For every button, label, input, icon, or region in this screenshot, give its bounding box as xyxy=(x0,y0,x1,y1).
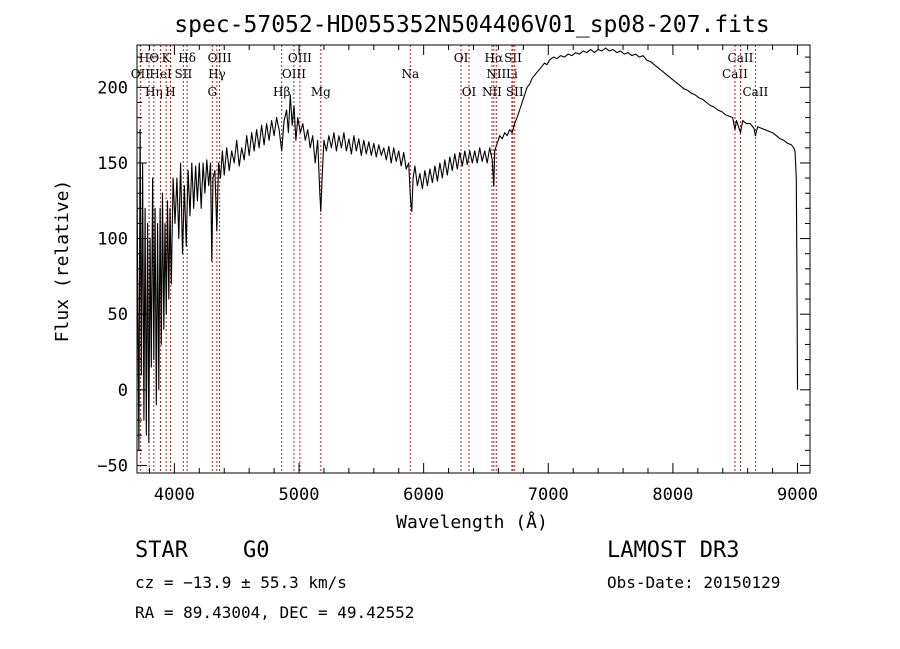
series-line-flux xyxy=(136,47,799,451)
marker-label-8: G xyxy=(207,85,217,99)
redshift-velocity: cz = −13.9 ± 55.3 km/s xyxy=(135,573,347,592)
y-tick-label-5: 200 xyxy=(97,78,128,98)
marker-label-26: CaII xyxy=(742,85,768,99)
plot-area xyxy=(136,47,799,451)
marker-label-13: OIII xyxy=(288,51,312,65)
y-axis-label: Flux (relative) xyxy=(52,180,73,343)
marker-label-12: OIII xyxy=(282,67,306,81)
object-type: STAR xyxy=(135,538,188,563)
marker-label-4: K xyxy=(162,51,172,65)
chart-title: spec-57052-HD055352N504406V01_sp08-207.f… xyxy=(174,12,769,38)
marker-label-6: SII xyxy=(175,67,193,81)
survey-name: LAMOST DR3 xyxy=(607,538,740,563)
marker-label-17: OI xyxy=(462,85,477,99)
x-tick-label-5: 9000 xyxy=(777,485,818,505)
x-tick-label-1: 5000 xyxy=(279,485,320,505)
plot-frame xyxy=(136,44,811,474)
marker-label-25: CaII xyxy=(728,51,754,65)
marker-label-15: Na xyxy=(401,67,419,81)
coordinates: RA = 89.43004, DEC = 49.42552 xyxy=(135,603,415,622)
y-tick-label-4: 150 xyxy=(97,154,128,174)
marker-label-24: CaII xyxy=(722,67,748,81)
marker-label-20: Hα xyxy=(485,51,504,65)
y-tick-label-1: 0 xyxy=(118,381,128,401)
marker-label-3: HeI xyxy=(149,67,172,81)
observation-date: Obs-Date: 20150129 xyxy=(607,573,781,592)
marker-label-22: SII xyxy=(504,51,522,65)
subclass: G0 xyxy=(243,538,270,563)
marker-label-16: OI xyxy=(454,51,469,65)
marker-label-11: Hβ xyxy=(273,85,290,99)
marker-label-18: NII xyxy=(482,85,502,99)
x-tick-label-2: 6000 xyxy=(403,485,444,505)
marker-label-23: SII xyxy=(506,85,524,99)
y-tick-label-0: −50 xyxy=(97,456,128,476)
marker-label-21: Li xyxy=(506,67,518,81)
marker-label-14: Mg xyxy=(311,85,331,99)
marker-label-5: H xyxy=(165,85,175,99)
x-tick-label-4: 8000 xyxy=(652,485,693,505)
axes: 4000 5000 6000 7000 8000 9000 −50 0 50 100 150 200 xyxy=(97,44,818,505)
x-tick-label-0: 4000 xyxy=(154,485,195,505)
marker-label-7: Hδ xyxy=(178,51,196,65)
y-tick-label-3: 100 xyxy=(97,230,128,250)
x-axis-label: Wavelength (Å) xyxy=(396,511,548,533)
y-tick-label-2: 50 xyxy=(108,305,128,325)
marker-label-1: OII xyxy=(131,67,151,81)
spectral-line-markers: HΘOIIHηHeIKHSIIHδGOIIIHγHβOIIIOIIIMgNaOI… xyxy=(131,45,769,473)
marker-label-9: OIII xyxy=(208,51,232,65)
marker-label-10: Hγ xyxy=(208,67,226,81)
x-tick-label-3: 7000 xyxy=(528,485,569,505)
marker-label-0: HΘ xyxy=(139,51,159,65)
marker-label-19: NII xyxy=(486,67,506,81)
marker-label-2: Hη xyxy=(145,85,163,99)
